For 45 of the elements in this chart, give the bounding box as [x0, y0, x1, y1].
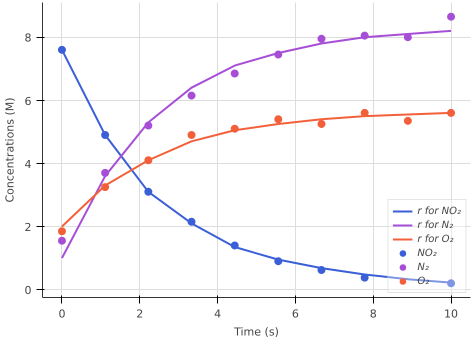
y-tick-label: 0	[24, 284, 32, 298]
point	[144, 188, 152, 196]
legend-label: r for N₂	[417, 218, 454, 232]
point	[274, 50, 282, 59]
x-tick-label: 0	[58, 308, 66, 320]
x-tick-label: 10	[444, 308, 458, 320]
point	[230, 241, 239, 250]
point	[101, 131, 110, 140]
y-tick-label: 2	[24, 221, 32, 234]
point	[188, 218, 196, 226]
point	[360, 32, 369, 40]
point	[188, 131, 196, 140]
point	[144, 122, 152, 130]
point	[447, 279, 456, 288]
point	[144, 156, 152, 164]
point	[447, 108, 456, 117]
point	[360, 274, 369, 282]
legend-label: r for NO₂	[417, 204, 461, 218]
point	[317, 266, 326, 274]
y-axis-title: Concentrations (M)	[4, 97, 16, 203]
point	[58, 227, 66, 236]
x-tick-label: 8	[370, 308, 377, 320]
point	[101, 168, 110, 177]
point	[58, 46, 66, 54]
y-tick-label: 6	[24, 94, 32, 108]
legend-label: N₂	[417, 260, 430, 274]
point	[230, 69, 239, 78]
x-tick-label: 2	[136, 308, 144, 320]
legend-label: NO₂	[417, 246, 438, 260]
x-tick-label: 6	[292, 308, 299, 320]
point	[274, 257, 282, 266]
point	[101, 183, 110, 192]
point	[230, 124, 239, 133]
point	[317, 34, 326, 43]
point	[317, 120, 326, 128]
point	[188, 92, 196, 100]
x-tick-label: 4	[214, 308, 222, 320]
y-tick-label: 8	[24, 32, 32, 45]
x-axis-title: Time (s)	[233, 326, 279, 338]
y-tick-label: 4	[24, 158, 32, 171]
point	[447, 12, 456, 21]
legend-label: r for O₂	[417, 232, 454, 246]
point	[404, 116, 412, 125]
point	[274, 115, 282, 124]
point	[58, 236, 66, 245]
